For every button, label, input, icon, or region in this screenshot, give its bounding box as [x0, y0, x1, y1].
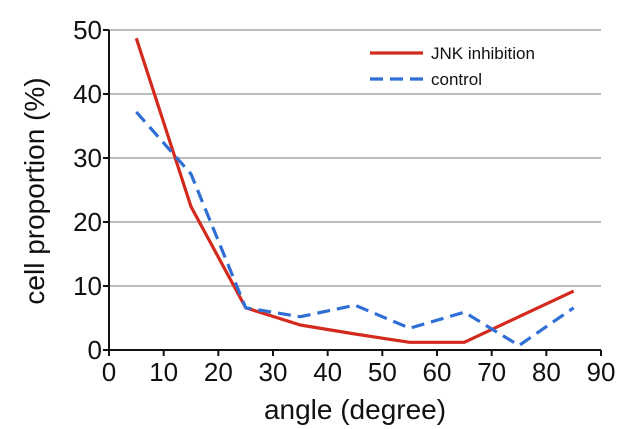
y-tick-label: 30	[73, 143, 102, 173]
series-lines	[134, 37, 575, 348]
x-tick-label: 40	[313, 357, 342, 387]
x-axis-title: angle (degree)	[264, 394, 446, 425]
legend: JNK inhibition control	[370, 44, 535, 89]
y-tick-label: 10	[73, 271, 102, 301]
legend-label-1: JNK inhibition	[431, 44, 535, 63]
x-tick-label: 0	[102, 357, 116, 387]
axes: 0 10 20 30 40 50 0 10 20 30 40 50 60 70 80 90	[73, 15, 615, 387]
y-axis-title: cell proportion (%)	[19, 77, 50, 304]
series-line-1	[134, 37, 575, 344]
y-tick-label: 50	[73, 15, 102, 45]
y-tick-label: 0	[88, 335, 102, 365]
legend-label-2: control	[431, 70, 482, 89]
y-tick-label: 40	[73, 79, 102, 109]
gridlines	[109, 29, 601, 287]
x-tick-label: 20	[204, 357, 233, 387]
x-tick-label: 70	[477, 357, 506, 387]
x-tick-label: 30	[259, 357, 288, 387]
x-tick-label: 90	[587, 357, 616, 387]
x-tick-label: 60	[423, 357, 452, 387]
y-tick-label: 20	[73, 207, 102, 237]
x-tick-label: 80	[532, 357, 561, 387]
x-tick-label: 10	[149, 357, 178, 387]
series-line-2	[135, 110, 575, 348]
x-tick-label: 50	[368, 357, 397, 387]
